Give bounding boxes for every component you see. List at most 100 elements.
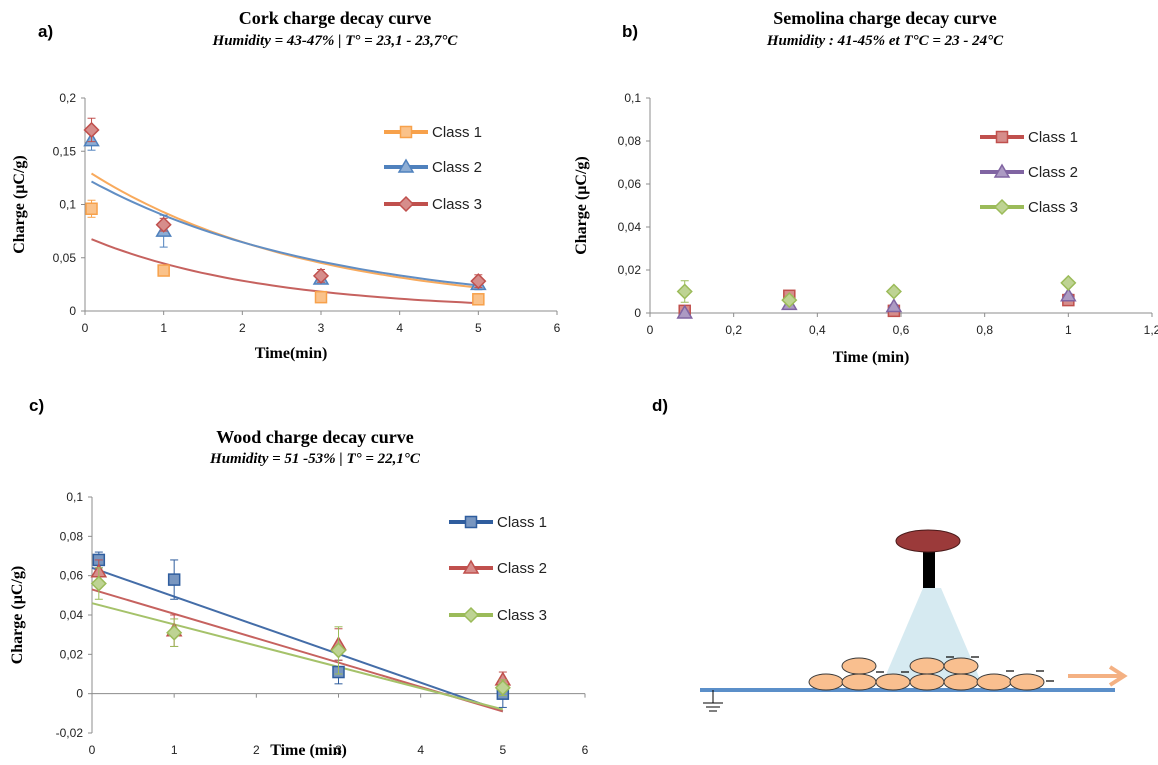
chart-a-point-class-1 (314, 290, 328, 304)
chart-c-legend-marker-2 (462, 559, 480, 574)
chart-b-title: Semolina charge decay curve (773, 8, 997, 28)
chart-c-legend-marker-1 (464, 515, 478, 529)
chart-a-legend-label-2: Class 2 (432, 159, 482, 176)
chart-c-point-class-3 (330, 642, 347, 659)
chart-c-ytick-label: 0,02 (60, 647, 84, 661)
chart-a-xtick-label: 2 (239, 321, 246, 335)
chart-c-xtick-label: 6 (582, 743, 589, 757)
chart-b-xtick-label: 0,6 (893, 323, 910, 337)
particle (976, 673, 1012, 691)
chart-c-legend-marker-3 (462, 606, 480, 624)
chart-b-legend-marker-2 (993, 163, 1011, 178)
chart-b-ytick-label: 0,06 (618, 177, 642, 191)
chart-a-point-class-3 (470, 273, 487, 290)
chart-c-ytick-label: 0,1 (66, 490, 83, 504)
chart-b-ytick-label: 0,02 (618, 263, 642, 277)
chart-b-point-class-3 (1060, 274, 1077, 291)
chart-b-xtick-label: 0,4 (809, 323, 826, 337)
panel-label-b: b) (622, 22, 639, 41)
chart-a-legend-marker-2 (397, 158, 415, 173)
particle (841, 673, 877, 691)
chart-b-xtick-label: 1 (1065, 323, 1072, 337)
chart-a-point-class-3 (312, 267, 330, 284)
chart-c-legend-label-1: Class 1 (497, 514, 547, 531)
chart-b-legend-label-1: Class 1 (1028, 129, 1078, 146)
chart-a-ytick-label: 0 (69, 304, 76, 318)
chart-c-trendline-class-3 (91, 602, 504, 711)
chart-c-ytick-label: 0,04 (60, 608, 84, 622)
chart-a-xtick-label: 4 (396, 321, 403, 335)
particle (841, 657, 877, 675)
chart-c-xtick-label: 0 (89, 743, 96, 757)
chart-a-xtick-label: 0 (82, 321, 89, 335)
chart-c-xlabel: Time (min) (270, 742, 347, 759)
chart-c-ytick-label: 0,08 (60, 529, 84, 543)
chart-c-xtick-label: 3 (335, 743, 342, 757)
chart-a-xtick-label: 6 (554, 321, 561, 335)
particle (909, 673, 945, 691)
particle (875, 673, 911, 691)
chart-b-ytick-label: 0,08 (618, 134, 642, 148)
chart-c-xtick-label: 1 (171, 743, 178, 757)
chart-a-xlabel: Time(min) (255, 345, 328, 362)
chart-a-legend-marker-1 (399, 125, 413, 139)
chart-b-legend-label-2: Class 2 (1028, 164, 1078, 181)
chart-c-point-class-3 (90, 575, 107, 592)
chart-b-ytick-label: 0,04 (618, 220, 642, 234)
chart-a-trendline-class-2 (91, 180, 478, 287)
particle (1009, 673, 1045, 691)
chart-c-ytick-label: 0 (76, 687, 83, 701)
chart-c-point-class-3 (494, 679, 511, 696)
chart-c-ytick-label: 0,06 (60, 569, 84, 583)
particle-layer (808, 656, 1054, 691)
chart-a-xtick-label: 5 (475, 321, 482, 335)
chart-c-ytick-label: -0,02 (56, 726, 84, 740)
chart-b-xtick-label: 1,2 (1144, 323, 1158, 337)
chart-c-subtitle: Humidity = 51 -53% | T° = 22,1°C (210, 451, 420, 467)
chart-a-point-class-1 (85, 202, 98, 216)
chart-a-point-class-3 (83, 121, 100, 139)
chart-a-legend-label-1: Class 1 (432, 124, 482, 141)
chart-b-xtick-label: 0,2 (725, 323, 742, 337)
chart-c-xtick-label: 5 (499, 743, 506, 757)
chart-a-ytick-label: 0,1 (59, 198, 76, 212)
chart-b-ytick-label: 0,1 (624, 91, 641, 105)
chart-a-subtitle: Humidity = 43-47% | T° = 23,1 - 23,7°C (212, 33, 458, 49)
chart-b-point-class-3 (781, 292, 798, 309)
panel-label-a: a) (38, 22, 54, 41)
chart-a-point-class-1 (472, 293, 485, 306)
chart-a-legend-marker-3 (397, 195, 415, 213)
chart-a-ytick-label: 0,2 (59, 91, 76, 105)
chart-a-ytick-label: 0,15 (53, 144, 77, 158)
particle (909, 657, 945, 675)
chart-b-point-class-2 (885, 298, 903, 313)
chart-a-point-class-3 (155, 216, 172, 233)
panel-label-c: c) (29, 396, 45, 415)
chart-c-title: Wood charge decay curve (216, 427, 414, 447)
chart-b-xlabel: Time (min) (833, 349, 910, 366)
chart-c-xtick-label: 4 (417, 743, 424, 757)
particle (943, 673, 979, 691)
chart-a-point-class-1 (157, 264, 170, 277)
chart-a-ytick-label: 0,05 (53, 251, 77, 265)
chart-a-xtick-label: 3 (318, 321, 325, 335)
motion-arrow-head (1108, 665, 1128, 687)
chart-a-trendline-class-3 (91, 238, 478, 305)
chart-c-point-class-3 (166, 624, 183, 641)
chart-b-point-class-3 (676, 283, 693, 300)
chart-c-ylabel: Charge (µC/g) (9, 566, 26, 665)
chart-b-legend-label-3: Class 3 (1028, 199, 1078, 216)
chart-c-trendline-class-1 (91, 566, 504, 713)
panel-label-d: d) (652, 396, 669, 415)
chart-b-ylabel: Charge (µC/g) (573, 156, 590, 255)
nozzle-head (895, 529, 961, 553)
chart-c-legend-label-3: Class 3 (497, 607, 547, 624)
chart-c-legend-label-2: Class 2 (497, 560, 547, 577)
chart-b-subtitle: Humidity : 41-45% et T°C = 23 - 24°C (766, 33, 1004, 49)
chart-b-point-class-2 (676, 304, 694, 319)
chart-a-ylabel: Charge (µC/g) (11, 155, 28, 254)
